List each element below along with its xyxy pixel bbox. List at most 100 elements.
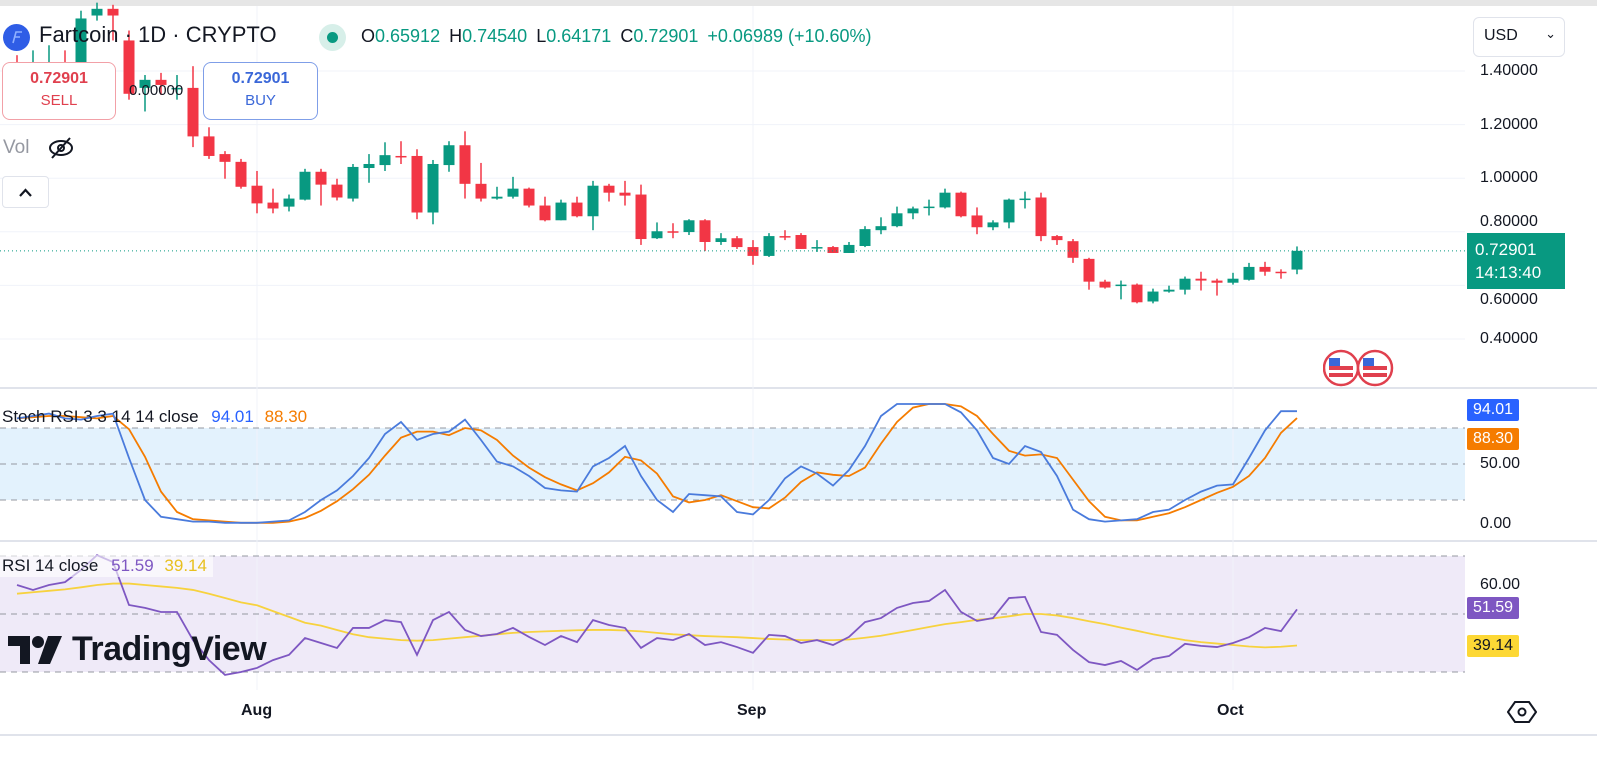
candle-body [1083,258,1095,282]
candle-body [1099,281,1111,288]
candle-body [811,247,823,249]
high-label: H [449,26,463,46]
candle-body [1195,278,1207,281]
rsi-ma-line [16,582,1298,649]
candle-body [139,79,151,88]
price-tick-label: 1.40000 [1480,62,1538,79]
candle-body [171,87,183,90]
candle-body [747,247,759,256]
stoch-rsi-legend[interactable]: Stoch RSI 3 3 14 14 close 94.01 88.30 [2,407,307,427]
price-tick-label: 0.80000 [1480,213,1538,230]
candle-body [1131,284,1143,303]
close-label: C [620,26,634,46]
candle-body [955,192,967,217]
fartcoin-logo-icon [3,24,30,51]
candle-body [1003,199,1015,223]
candle-body [683,220,695,233]
candle-body [539,205,551,221]
buy-label: BUY [245,92,276,109]
candle-body [523,188,535,206]
candle-body [1163,289,1175,292]
candle-body [923,206,935,209]
rsi-ma-tag: 39.14 [1467,635,1520,657]
bar-countdown: 14:13:40 [1475,263,1542,282]
chevron-down-icon: ⌄ [1545,26,1556,41]
candle-body [1291,250,1303,270]
candle-body [187,87,199,137]
candle-body [475,183,487,199]
candle-body [267,202,279,209]
candle-body [971,215,983,228]
stoch-d-tag: 88.30 [1467,428,1520,450]
sell-label: SELL [40,92,78,109]
price-tick-label: 1.00000 [1480,169,1538,187]
candle-body [411,155,423,213]
chevron-up-icon [19,188,32,197]
price-tick-label: 0.40000 [1480,330,1538,347]
candle-body [1019,198,1031,201]
candle-body [379,155,391,166]
close-value: 0.72901 [633,26,699,46]
currency-label: USD [1484,27,1518,44]
rsi-value: 51.59 [111,556,154,575]
candle-body [1243,266,1255,280]
sell-button[interactable]: 0.72901 SELL [2,62,116,120]
candle-body [491,196,503,199]
us-economic-events-icon[interactable] [1322,348,1395,393]
candle-body [635,194,647,240]
candle-body [347,166,359,199]
candle-body [155,79,167,85]
candle-body [299,171,311,200]
candle-body [843,244,855,253]
symbol-title[interactable]: Fartcoin · 1D · CRYPTO [39,22,277,47]
candle-body [715,238,727,242]
time-tick-label: Sep [737,702,767,719]
currency-select[interactable]: USD ⌄ [1473,17,1565,57]
rsi-legend[interactable]: RSI 14 close 51.59 39.14 [0,555,213,577]
candle-body [315,171,327,185]
candle-body [763,236,775,256]
candle-body [203,136,215,156]
stoch-d-value: 88.30 [264,407,308,426]
buy-button[interactable]: 0.72901 BUY [203,62,318,120]
spread-value: 0.00000 [129,82,184,99]
candle-body [331,184,343,198]
candle-body [795,235,807,249]
tradingview-watermark: TradingView [8,630,267,669]
candle-body [587,185,599,217]
candle-body [75,18,87,63]
watermark-text: TradingView [72,630,267,668]
candle-body [395,155,407,158]
low-label: L [536,26,547,46]
candle-body [251,185,263,204]
candle-body [219,154,231,162]
rsi-label: RSI 14 close [2,556,99,575]
stoch-tick-label: 0.00 [1480,515,1512,532]
rsi-tick-label: 60.00 [1480,576,1521,593]
candle-body [571,202,583,217]
buy-price: 0.72901 [231,70,290,87]
candle-body [123,40,135,94]
collapse-legend-button[interactable] [2,176,49,208]
candle-body [1051,236,1063,241]
high-value: 0.74540 [462,26,528,46]
candle-body [1179,278,1191,290]
candle-body [1115,284,1127,287]
stoch-k-line [16,403,1298,524]
change-value: +0.06989 (+10.60%) [707,26,872,46]
rsi-tag: 51.59 [1467,597,1520,619]
candle-body [651,231,663,239]
eye-slash-icon[interactable] [46,135,76,166]
chart-settings-icon[interactable] [1506,699,1538,730]
candle-body [443,145,455,166]
candle-body [667,231,679,233]
candle-body [427,163,439,213]
candle-body [987,222,999,228]
candle-body [731,238,743,248]
current-price-marker: 0.72901 14:13:40 [1467,233,1565,289]
candle-body [699,220,711,242]
stoch-rsi-label: Stoch RSI 3 3 14 14 close [2,407,199,426]
stoch-k-value: 94.01 [211,407,254,426]
candle-body [1067,241,1079,258]
